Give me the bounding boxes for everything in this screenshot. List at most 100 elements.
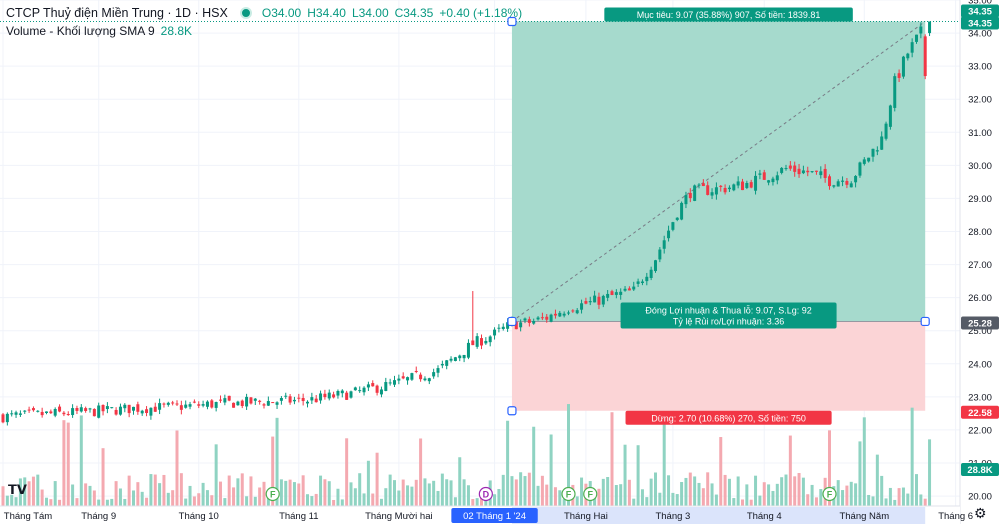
volume-bar	[71, 484, 75, 506]
candle-body	[706, 185, 710, 195]
candle-body	[797, 168, 801, 175]
price-tick-label: 20.00	[968, 492, 992, 503]
volume-bar	[884, 498, 888, 506]
candle-body	[201, 404, 205, 406]
volume-bar	[601, 478, 605, 506]
candle-body	[919, 26, 923, 34]
event-marker-icon	[561, 486, 576, 502]
volume-bar	[388, 474, 392, 506]
volume-bar	[749, 499, 753, 506]
volume-bar	[205, 490, 209, 506]
volume-bar	[66, 422, 70, 506]
candle-body	[84, 408, 88, 411]
volume-bar	[279, 479, 283, 506]
volume-bar	[780, 477, 784, 506]
candle-body	[232, 402, 236, 408]
volume-bar	[171, 490, 175, 506]
volume-bar	[332, 499, 336, 506]
tradingview-logo-icon[interactable]: 𝗧𝗩	[8, 482, 27, 497]
volume-bar	[606, 477, 610, 506]
candle-body	[14, 412, 18, 415]
volume-bar	[379, 498, 383, 506]
event-marker-letter: F	[270, 490, 276, 500]
position-overlays[interactable]: Mục tiêu: 9.07 (35.88%) 907, Số tiền: 18…	[507, 7, 930, 425]
candle-body	[88, 408, 92, 410]
volume-bar	[645, 497, 649, 506]
volume-bar	[527, 472, 531, 506]
price-tick-label: 34.00	[968, 29, 992, 40]
candle-body	[384, 382, 388, 391]
candle-body	[806, 170, 810, 173]
event-marker-letter: F	[827, 490, 833, 500]
candle-body	[558, 312, 562, 317]
time-tick-label: Tháng 4	[747, 511, 782, 522]
candle-body	[519, 322, 523, 328]
candle-body	[823, 168, 827, 178]
candle-body	[549, 314, 553, 322]
candle-body	[10, 413, 14, 415]
candle-body	[671, 222, 675, 230]
volume-bar	[10, 494, 14, 506]
volume-bar	[97, 499, 101, 506]
volume-bar	[123, 498, 127, 506]
price-badge	[961, 463, 999, 476]
candle-body	[923, 36, 927, 77]
volume-bar	[493, 494, 497, 506]
volume-bar	[84, 483, 88, 506]
volume-bar	[184, 498, 188, 506]
volume-bar	[88, 485, 92, 506]
volume-bar	[475, 498, 479, 506]
volume-bar	[288, 479, 292, 506]
candle-body	[27, 409, 31, 411]
volume-bar	[919, 494, 923, 506]
candle-body	[493, 329, 497, 336]
volume-bar	[401, 479, 405, 506]
volume-bar	[162, 474, 166, 506]
ohlc-open: O34.00	[261, 6, 302, 20]
candle-body	[236, 401, 240, 406]
candle-body	[606, 293, 610, 298]
price-tick-label: 27.00	[968, 260, 992, 271]
candle-body	[732, 184, 736, 191]
candle-body	[153, 406, 157, 412]
volume-bar	[210, 495, 214, 506]
candle-body	[262, 404, 266, 406]
volume-bar	[23, 477, 27, 506]
price-axis[interactable]: 20.0021.0022.0023.0024.0025.0026.0027.00…	[959, 0, 1000, 524]
candle-body	[762, 172, 766, 180]
candle-body	[832, 185, 836, 187]
volume-bar	[136, 482, 140, 506]
candle-body	[62, 412, 66, 415]
time-axis[interactable]: Tháng Tám Tháng 9 Tháng 10 Tháng 11 Tháng Mư…	[0, 505, 973, 524]
candle-body	[353, 387, 357, 391]
volume-bar	[458, 457, 462, 506]
volume-bar	[192, 496, 196, 506]
candle-body	[371, 383, 375, 387]
candle-body	[449, 358, 453, 361]
long-position-tool[interactable]	[511, 21, 926, 411]
candle-body	[162, 403, 166, 405]
volume-bar	[649, 478, 653, 506]
volume-bar	[188, 485, 192, 506]
volume-bar	[419, 438, 423, 506]
symbol-title[interactable]: CTCP Thuỷ điện Miền Trung · 1D · HSX	[6, 6, 228, 20]
candle-body	[271, 402, 275, 404]
position-handle	[507, 316, 517, 327]
price-tick-label: 26.00	[968, 293, 992, 304]
candle-body	[584, 301, 588, 304]
candle-body	[871, 148, 875, 157]
candle-body	[340, 390, 344, 394]
volume-bar	[623, 444, 627, 506]
volume-bar	[619, 484, 623, 506]
stop-label: Dừng: 2.70 (10.68%) 270, Số tiền: 750	[651, 413, 806, 423]
volume-indicator-label[interactable]: Volume - Khối lượng SMA 9	[6, 24, 155, 38]
volume-bar	[471, 499, 475, 506]
volume-bar	[31, 476, 35, 506]
volume-bar	[140, 491, 144, 506]
candle-body	[714, 187, 718, 195]
time-range-highlight	[511, 507, 926, 524]
gear-icon[interactable]: ⚙	[974, 505, 987, 521]
candle-body	[819, 171, 823, 176]
price-tick-label: 31.00	[968, 128, 992, 139]
